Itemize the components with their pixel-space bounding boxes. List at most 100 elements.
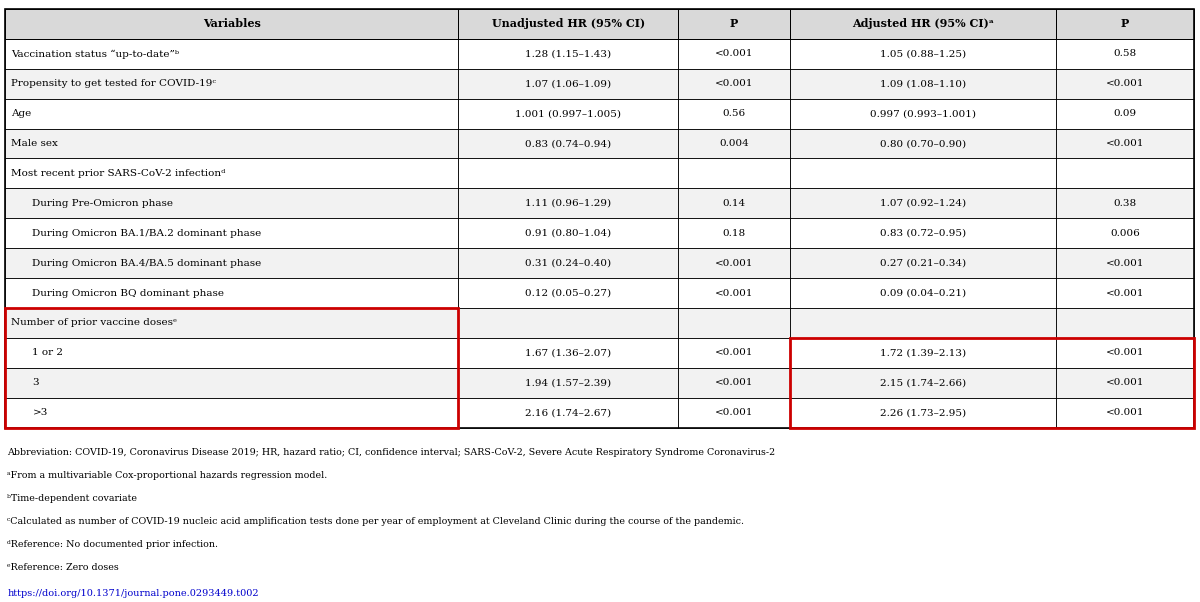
Text: 1.94 (1.57–2.39): 1.94 (1.57–2.39) xyxy=(526,378,611,387)
Text: 1.72 (1.39–2.13): 1.72 (1.39–2.13) xyxy=(880,349,966,358)
Text: 1.07 (0.92–1.24): 1.07 (0.92–1.24) xyxy=(880,199,966,208)
Bar xyxy=(458,338,678,368)
Bar xyxy=(1056,69,1194,99)
Bar xyxy=(1056,158,1194,188)
Bar xyxy=(790,219,1056,248)
Text: P: P xyxy=(730,19,738,29)
Bar xyxy=(790,398,1056,427)
Bar xyxy=(790,219,1056,248)
Bar xyxy=(5,278,458,308)
Bar xyxy=(678,278,790,308)
Text: During Omicron BA.1/BA.2 dominant phase: During Omicron BA.1/BA.2 dominant phase xyxy=(32,229,262,238)
Bar xyxy=(678,158,790,188)
Text: 0.83 (0.72–0.95): 0.83 (0.72–0.95) xyxy=(880,229,966,238)
Text: <0.001: <0.001 xyxy=(1105,79,1145,88)
Bar xyxy=(1056,248,1194,278)
Bar xyxy=(5,248,458,278)
Bar xyxy=(458,9,678,39)
Bar xyxy=(790,158,1056,188)
Bar xyxy=(458,99,678,129)
Text: 1.07 (1.06–1.09): 1.07 (1.06–1.09) xyxy=(526,79,611,88)
Bar xyxy=(790,129,1056,158)
Bar xyxy=(5,158,458,188)
Bar xyxy=(5,219,458,248)
Bar xyxy=(458,158,678,188)
Text: 2.15 (1.74–2.66): 2.15 (1.74–2.66) xyxy=(880,378,966,387)
Text: Vaccination status “up-to-date”ᵇ: Vaccination status “up-to-date”ᵇ xyxy=(11,49,179,58)
Text: 0.997 (0.993–1.001): 0.997 (0.993–1.001) xyxy=(870,109,976,118)
Bar xyxy=(5,338,458,368)
Bar xyxy=(678,398,790,427)
Bar xyxy=(5,308,458,338)
Text: 1.67 (1.36–2.07): 1.67 (1.36–2.07) xyxy=(526,349,611,358)
Bar xyxy=(1056,129,1194,158)
Bar xyxy=(1056,158,1194,188)
Text: 1 or 2: 1 or 2 xyxy=(32,349,64,358)
Bar xyxy=(790,248,1056,278)
Bar xyxy=(678,219,790,248)
Text: Number of prior vaccine dosesᵉ: Number of prior vaccine dosesᵉ xyxy=(11,318,176,327)
Text: <0.001: <0.001 xyxy=(1105,259,1145,268)
Text: 1.001 (0.997–1.005): 1.001 (0.997–1.005) xyxy=(515,109,622,118)
Text: https://doi.org/10.1371/journal.pone.0293449.t002: https://doi.org/10.1371/journal.pone.029… xyxy=(7,589,259,598)
Bar xyxy=(458,129,678,158)
Bar xyxy=(1056,219,1194,248)
Text: <0.001: <0.001 xyxy=(714,79,754,88)
Bar xyxy=(5,9,458,39)
Text: 0.09 (0.04–0.21): 0.09 (0.04–0.21) xyxy=(880,288,966,297)
Bar xyxy=(790,39,1056,69)
Bar xyxy=(790,99,1056,129)
Bar xyxy=(678,9,790,39)
Bar xyxy=(458,278,678,308)
Text: ᶜCalculated as number of COVID-19 nucleic acid amplification tests done per year: ᶜCalculated as number of COVID-19 nuclei… xyxy=(7,517,744,526)
Bar xyxy=(678,39,790,69)
Bar xyxy=(1056,188,1194,219)
Text: 0.006: 0.006 xyxy=(1110,229,1140,238)
Bar xyxy=(790,368,1056,398)
Bar xyxy=(458,308,678,338)
Bar xyxy=(458,308,678,338)
Text: 0.27 (0.21–0.34): 0.27 (0.21–0.34) xyxy=(880,259,966,268)
Bar xyxy=(5,188,458,219)
Text: 0.83 (0.74–0.94): 0.83 (0.74–0.94) xyxy=(526,139,611,148)
Bar xyxy=(678,398,790,427)
Bar xyxy=(790,368,1056,398)
Bar xyxy=(678,338,790,368)
Bar xyxy=(1056,278,1194,308)
Text: <0.001: <0.001 xyxy=(1105,378,1145,387)
Bar xyxy=(1056,69,1194,99)
Bar xyxy=(458,219,678,248)
Bar xyxy=(458,188,678,219)
Bar xyxy=(458,69,678,99)
Bar xyxy=(1056,219,1194,248)
Bar xyxy=(1056,99,1194,129)
Bar xyxy=(790,188,1056,219)
Bar xyxy=(5,398,458,427)
Text: During Omicron BQ dominant phase: During Omicron BQ dominant phase xyxy=(32,288,224,297)
Bar xyxy=(790,158,1056,188)
Bar xyxy=(1056,368,1194,398)
Bar xyxy=(458,39,678,69)
Bar xyxy=(790,9,1056,39)
Text: 0.56: 0.56 xyxy=(722,109,745,118)
Text: 1.28 (1.15–1.43): 1.28 (1.15–1.43) xyxy=(526,49,611,58)
Bar xyxy=(5,9,1194,427)
Bar xyxy=(5,99,458,129)
Text: 0.004: 0.004 xyxy=(719,139,749,148)
Bar xyxy=(678,308,790,338)
Text: 2.16 (1.74–2.67): 2.16 (1.74–2.67) xyxy=(526,408,611,417)
Bar xyxy=(5,368,458,398)
Bar xyxy=(458,129,678,158)
Bar xyxy=(790,338,1056,368)
Bar xyxy=(5,39,458,69)
Bar xyxy=(790,398,1056,427)
Text: <0.001: <0.001 xyxy=(1105,349,1145,358)
Bar xyxy=(1056,398,1194,427)
Bar xyxy=(458,99,678,129)
Bar xyxy=(1056,9,1194,39)
Text: ᵈReference: No documented prior infection.: ᵈReference: No documented prior infectio… xyxy=(7,540,218,549)
Bar xyxy=(5,69,458,99)
Bar xyxy=(678,129,790,158)
Text: ᵃFrom a multivariable Cox-proportional hazards regression model.: ᵃFrom a multivariable Cox-proportional h… xyxy=(7,471,328,480)
Bar xyxy=(790,308,1056,338)
